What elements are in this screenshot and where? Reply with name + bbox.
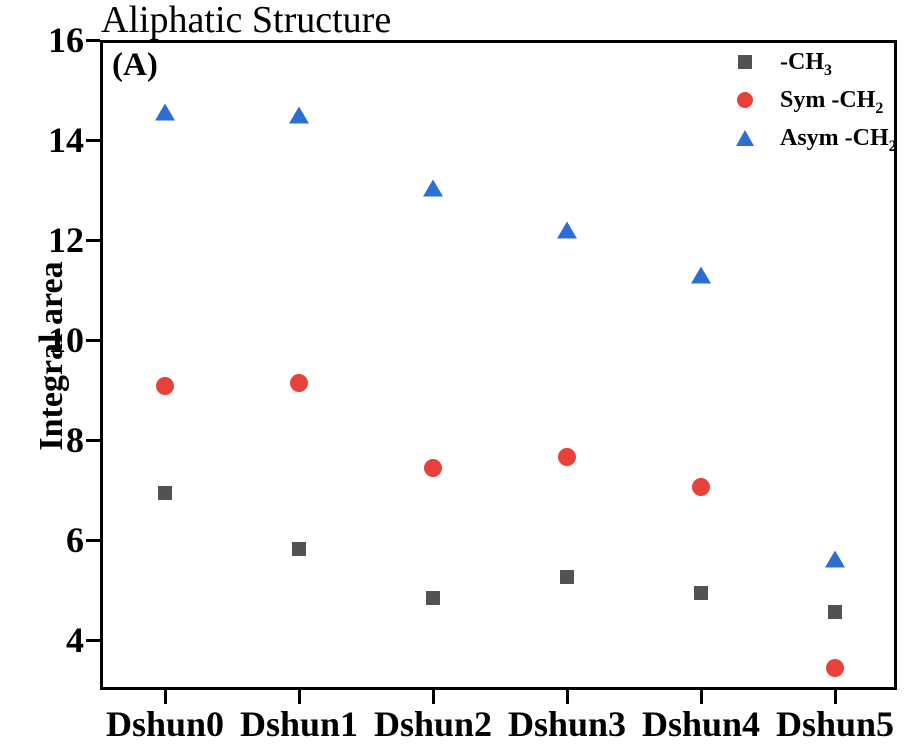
data-point-triangle xyxy=(691,266,711,284)
legend-item: -CH3 xyxy=(731,43,832,81)
y-tick xyxy=(86,338,100,342)
x-tick-label: Dshun3 xyxy=(507,704,627,744)
legend-marker-square xyxy=(731,55,759,69)
y-tick xyxy=(86,538,100,542)
y-tick xyxy=(86,438,100,442)
y-tick-label: 16 xyxy=(48,20,84,60)
data-point-circle xyxy=(290,374,308,392)
data-point-circle xyxy=(558,448,576,466)
data-point-triangle xyxy=(825,550,845,568)
y-tick xyxy=(86,638,100,642)
data-point-square xyxy=(828,605,842,619)
legend-label: -CH3 xyxy=(780,49,832,79)
y-tick-label: 8 xyxy=(66,420,84,460)
data-point-square xyxy=(158,485,172,500)
y-tick-label: 12 xyxy=(48,220,84,260)
x-tick xyxy=(833,690,837,704)
y-tick-label: 4 xyxy=(66,620,84,660)
data-point-square xyxy=(426,591,440,605)
y-tick xyxy=(86,138,100,142)
data-point-circle xyxy=(826,659,844,677)
legend-item: Sym -CH2 xyxy=(731,81,883,119)
legend-marker-circle xyxy=(731,91,759,109)
data-point-triangle xyxy=(557,221,577,239)
x-tick-label: Dshun5 xyxy=(775,704,895,744)
data-point-triangle xyxy=(423,179,443,196)
x-tick-label: Dshun0 xyxy=(105,704,225,744)
x-tick-label: Dshun1 xyxy=(239,704,359,744)
chart-title: Aliphatic Structure xyxy=(101,0,392,41)
y-tick xyxy=(86,238,100,242)
legend-item: Asym -CH2 xyxy=(731,119,897,157)
y-tick-label: 14 xyxy=(48,120,84,160)
x-tick xyxy=(297,690,301,704)
legend-label-subscript: 3 xyxy=(824,61,832,79)
legend-label-subscript: 2 xyxy=(875,99,884,117)
y-tick xyxy=(86,38,100,42)
legend-label-subscript: 2 xyxy=(888,137,897,155)
data-point-circle xyxy=(156,377,174,395)
x-tick xyxy=(163,690,167,704)
data-point-square xyxy=(694,586,708,600)
legend-label: Sym -CH2 xyxy=(780,87,884,117)
data-point-square xyxy=(560,569,574,584)
x-tick xyxy=(699,690,703,704)
data-point-circle xyxy=(424,458,442,477)
data-point-triangle xyxy=(155,103,175,120)
y-tick-label: 6 xyxy=(66,520,84,560)
x-tick xyxy=(565,690,569,704)
plot-frame xyxy=(100,40,897,690)
data-point-circle xyxy=(692,478,710,496)
x-tick-label: Dshun2 xyxy=(373,704,493,744)
panel-label: (A) xyxy=(112,47,158,83)
legend-marker-triangle xyxy=(731,130,759,146)
x-tick xyxy=(431,690,435,704)
legend-label: Asym -CH2 xyxy=(780,125,897,155)
x-tick-label: Dshun4 xyxy=(641,704,761,744)
y-tick-label: 10 xyxy=(48,320,84,360)
data-point-triangle xyxy=(289,106,309,124)
data-point-square xyxy=(292,542,306,556)
